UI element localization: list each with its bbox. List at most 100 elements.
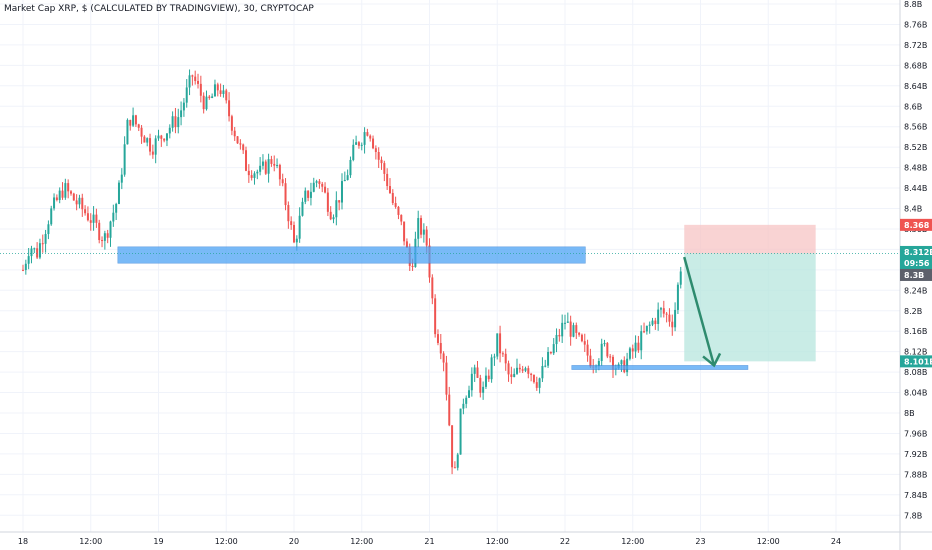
target-arrow[interactable] [683, 256, 716, 366]
time-tick-label: 21 [424, 537, 434, 546]
candle-body [490, 357, 493, 380]
candle-body [315, 181, 318, 183]
time-tick-label: 12:00 [79, 537, 102, 546]
candle-body [205, 96, 208, 110]
candle-body [95, 214, 98, 223]
candle-body [213, 84, 216, 97]
candle-body [566, 321, 569, 323]
candle-body [287, 205, 290, 222]
candle-body [431, 277, 434, 299]
candle-body [659, 308, 662, 310]
candle-body [180, 110, 183, 118]
time-tick-label: 23 [695, 537, 705, 546]
candle-body [564, 322, 566, 324]
price-tick-label: 8.24B [904, 286, 927, 295]
price-tick-label: 8.56B [904, 123, 927, 132]
candle-body [126, 119, 129, 145]
candle-body [380, 159, 383, 164]
candle-body [355, 142, 358, 145]
candle-body [374, 148, 377, 153]
candle-body [89, 220, 92, 223]
candle-body [386, 173, 389, 187]
candle-body [654, 320, 657, 325]
candle-body [188, 75, 191, 88]
price-tick-label: 8.76B [904, 20, 927, 29]
candle-body [160, 135, 163, 139]
candle-body [295, 238, 298, 243]
candle-body [541, 366, 544, 379]
countdown-tag [900, 257, 932, 270]
candle-body [453, 467, 456, 469]
price-tick-label: 8.52B [904, 143, 927, 152]
resistance-zone[interactable] [117, 246, 586, 264]
candle-body [293, 225, 295, 243]
candle-body [493, 356, 496, 358]
candle-body [36, 248, 39, 258]
entry-price-tag [900, 245, 932, 258]
take-profit-zone[interactable] [684, 253, 816, 362]
symbol-title: Market Cap XRP, $ (CALCULATED BY TRADING… [4, 4, 314, 14]
candle-body [473, 367, 476, 374]
candle-body [668, 314, 671, 322]
candle-body [366, 132, 369, 136]
candle-body [479, 377, 482, 393]
target-price-tag-text: 8.101B [904, 357, 932, 366]
candle-body [154, 138, 157, 155]
candle-body [109, 221, 112, 238]
candle-body [112, 212, 115, 222]
support-zone[interactable] [571, 365, 749, 370]
candle-body [239, 143, 242, 145]
candle-body [163, 138, 166, 141]
candle-body [547, 351, 550, 366]
candle-body [120, 174, 123, 183]
price-tick-label: 8.4B [904, 205, 922, 214]
candle-body [555, 334, 558, 345]
candle-body [439, 343, 442, 354]
candle-body [377, 152, 380, 160]
candle-body [448, 394, 451, 426]
candle-body [47, 224, 50, 235]
stop-loss-zone[interactable] [684, 224, 816, 254]
candle-body [391, 193, 394, 204]
price-tick-label: 8.44B [904, 184, 927, 193]
candle-body [524, 368, 527, 371]
candle-body [81, 197, 84, 210]
candle-body [552, 344, 555, 354]
price-tick-label: 8.8B [904, 0, 922, 9]
candle-body [611, 356, 614, 370]
candle-body [219, 90, 222, 94]
candle-body [394, 203, 397, 207]
price-tick-label: 8.68B [904, 61, 927, 70]
candle-body [228, 100, 231, 117]
candle-body [603, 343, 606, 345]
candle-body [397, 206, 400, 215]
candle-body [513, 373, 516, 377]
candle-body [580, 334, 583, 342]
candle-body [343, 179, 346, 182]
candle-body [264, 161, 267, 174]
price-tick-label: 7.96B [904, 429, 927, 438]
candle-body [247, 170, 250, 176]
candle-body [84, 209, 87, 214]
candle-body [349, 159, 352, 176]
candle-body [191, 75, 194, 77]
candle-body [651, 320, 654, 325]
candle-body [549, 351, 552, 354]
candle-body [259, 165, 262, 172]
current-price-tag [900, 268, 932, 281]
candle-body [98, 222, 101, 241]
candle-body [168, 127, 171, 134]
candle-body [383, 163, 386, 174]
candle-body [149, 138, 152, 152]
candle-body [679, 271, 682, 285]
candle-body [27, 256, 30, 264]
candle-body [335, 200, 338, 218]
candle-body [662, 308, 665, 314]
candle-body [321, 183, 324, 187]
candle-body [92, 214, 95, 223]
candle-body [106, 233, 109, 238]
time-tick-label: 12:00 [486, 537, 509, 546]
candle-body [236, 136, 239, 144]
